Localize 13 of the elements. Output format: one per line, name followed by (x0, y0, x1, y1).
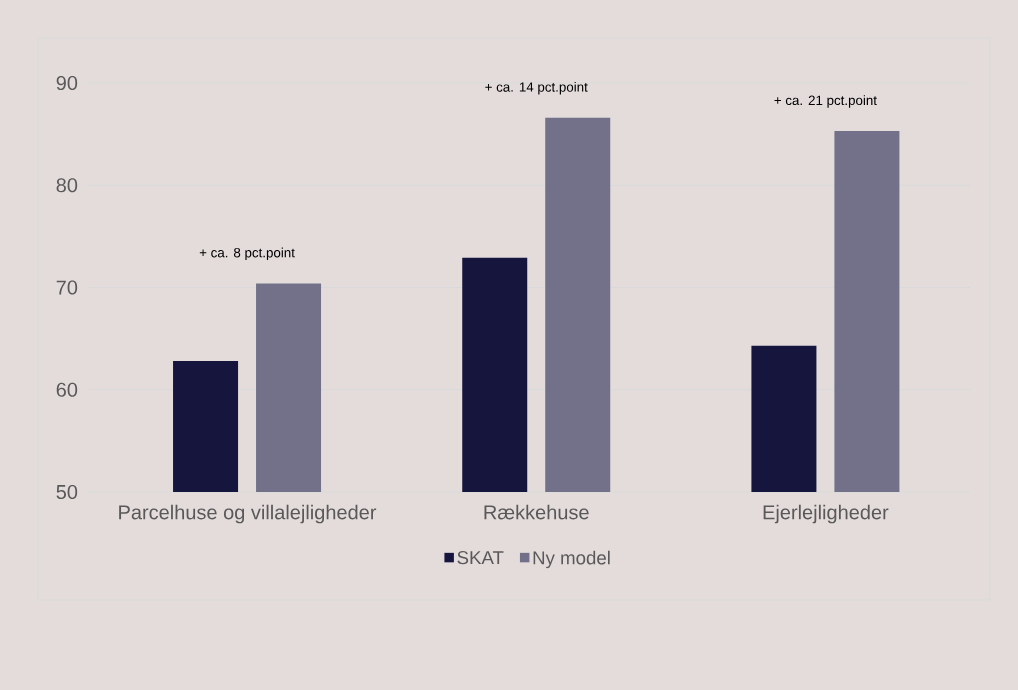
x-tick-label: Rækkehuse (484, 504, 589, 520)
y-tick-label: 70 (56, 280, 78, 295)
annotation: + ca. 21 pct.point (774, 95, 877, 108)
x-tick-label: Parcelhuse og villalejligheder (119, 504, 377, 524)
legend-label: SKAT (457, 551, 504, 565)
y-tick-label: 80 (56, 178, 78, 193)
y-tick-label: 60 (56, 382, 78, 397)
annotation: + ca. 14 pct.point (485, 81, 588, 95)
x-tick-label: Ejerlejligheder (763, 504, 889, 524)
legend-label: Ny model (533, 550, 610, 569)
annotation: + ca. 8 pct.point (199, 247, 295, 261)
y-tick-label: 90 (56, 75, 78, 91)
y-tick-label: 50 (56, 484, 78, 500)
